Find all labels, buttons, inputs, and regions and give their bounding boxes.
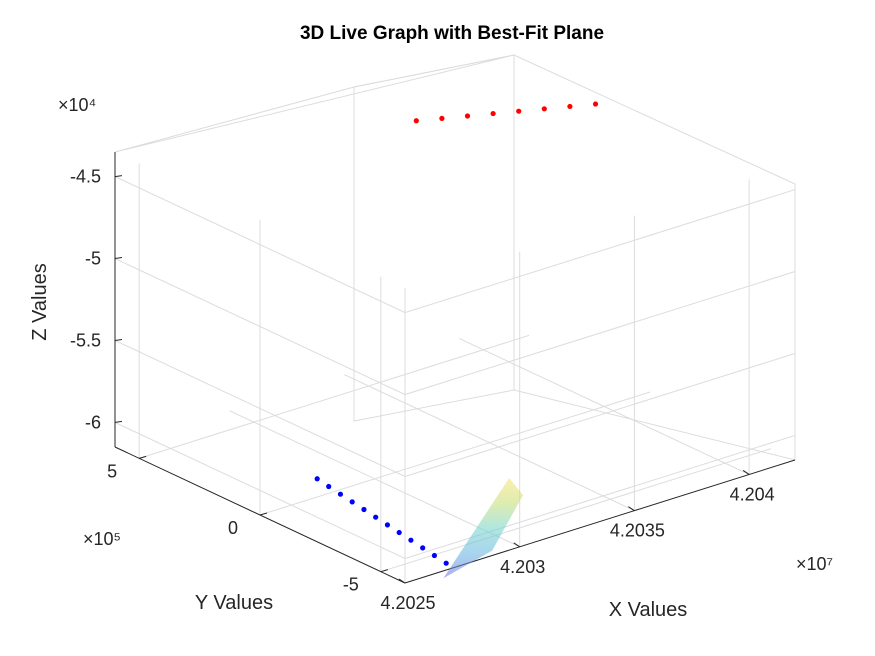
z-tick-mark bbox=[114, 338, 123, 341]
data-point bbox=[439, 115, 445, 121]
data-point bbox=[408, 537, 414, 543]
z-axis-label: Z Values bbox=[29, 263, 51, 340]
z-tick-label: -4.5 bbox=[70, 167, 101, 187]
data-point bbox=[443, 560, 449, 566]
data-point bbox=[431, 552, 438, 559]
x-tick-label: 4.203 bbox=[500, 557, 545, 577]
y-tick-label: 0 bbox=[228, 518, 238, 538]
x-tick-mark bbox=[513, 542, 520, 548]
x-multiplier: ×10⁷ bbox=[796, 554, 833, 574]
data-point bbox=[516, 108, 522, 114]
z-tick-label: -6 bbox=[85, 412, 101, 432]
y-multiplier: ×10⁵ bbox=[83, 529, 121, 549]
data-series bbox=[314, 101, 599, 566]
data-point bbox=[326, 483, 332, 490]
data-point bbox=[592, 101, 599, 107]
data-point bbox=[384, 522, 391, 528]
data-point bbox=[490, 110, 496, 117]
z-tick-label: -5 bbox=[85, 249, 101, 269]
blue-point-series bbox=[314, 476, 449, 566]
y-grid-line bbox=[138, 163, 530, 460]
x-axis-label: X Values bbox=[609, 599, 688, 621]
z-tick-mark bbox=[114, 175, 123, 178]
x-tick-mark bbox=[742, 470, 750, 475]
x-grid-line bbox=[458, 179, 750, 476]
data-point bbox=[567, 103, 573, 110]
grid-back-wall bbox=[114, 54, 796, 461]
z-grid-line bbox=[114, 176, 796, 314]
y-tick-labels: -5 0 5 bbox=[107, 455, 388, 595]
x-tick-labels: 4.2025 4.203 4.2035 4.204 bbox=[380, 470, 775, 613]
red-point-series bbox=[413, 101, 599, 124]
x-tick-label: 4.2035 bbox=[610, 521, 665, 541]
y-tick-mark bbox=[380, 569, 388, 573]
best-fit-plane bbox=[443, 477, 524, 579]
y-axis-label: Y Values bbox=[195, 592, 273, 614]
data-point bbox=[361, 506, 367, 513]
data-point bbox=[373, 514, 379, 520]
x-tick-mark bbox=[398, 578, 406, 584]
z-tick-label: -5.5 bbox=[70, 330, 101, 350]
x-tick-mark bbox=[628, 506, 635, 512]
axes-box bbox=[114, 152, 796, 584]
data-point bbox=[420, 545, 426, 551]
x-grid-line bbox=[229, 251, 521, 548]
y-tick-mark bbox=[259, 512, 268, 516]
y-tick-mark bbox=[139, 455, 147, 459]
z-grid-line bbox=[114, 340, 796, 478]
best-fit-plane-surface bbox=[443, 477, 524, 579]
data-point bbox=[413, 118, 419, 124]
y-tick-label: -5 bbox=[343, 575, 359, 595]
x-tick-label: 4.204 bbox=[730, 484, 775, 504]
data-point bbox=[396, 529, 402, 536]
x-tick-label: 4.2025 bbox=[380, 593, 435, 613]
z-multiplier: ×10⁴ bbox=[58, 95, 96, 115]
data-point bbox=[541, 106, 547, 112]
grid-lines bbox=[114, 163, 796, 584]
z-tick-mark bbox=[114, 420, 123, 423]
data-point bbox=[464, 113, 471, 119]
data-point bbox=[337, 491, 344, 497]
data-point bbox=[349, 499, 355, 505]
x-grid-line bbox=[344, 215, 635, 512]
z-tick-mark bbox=[114, 257, 123, 260]
chart-title: 3D Live Graph with Best-Fit Plane bbox=[300, 23, 604, 44]
z-tick-labels: -4.5 -5 -5.5 -6 bbox=[70, 167, 123, 432]
z-grid-line bbox=[114, 421, 796, 559]
data-point bbox=[314, 476, 320, 482]
y-tick-label: 5 bbox=[107, 461, 117, 481]
z-grid-line bbox=[114, 258, 796, 396]
y-grid-line bbox=[380, 276, 771, 573]
y-grid-line bbox=[259, 220, 651, 516]
